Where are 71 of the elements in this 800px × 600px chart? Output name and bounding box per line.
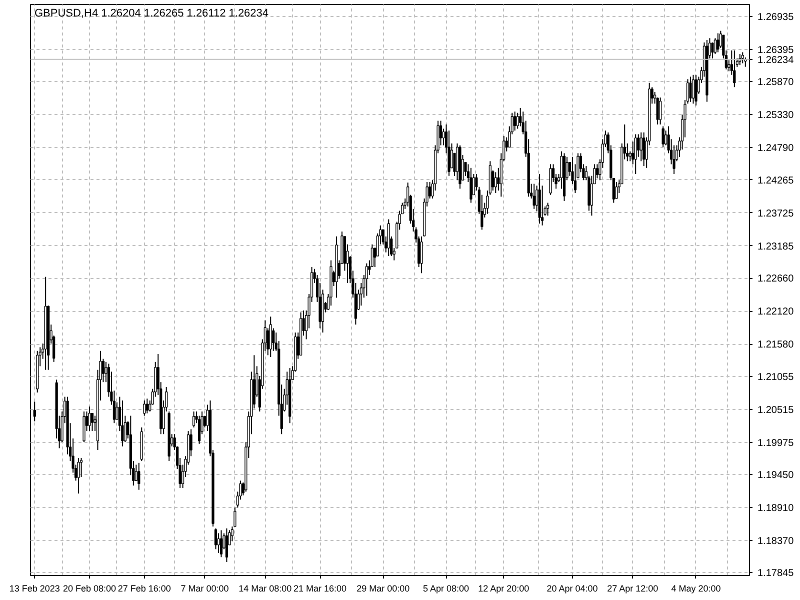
candlestick <box>694 74 698 106</box>
candlestick <box>642 132 646 167</box>
y-tick-label: 1.21580 <box>758 340 794 351</box>
y-tick-label: 1.20515 <box>758 404 794 416</box>
candlestick <box>615 181 618 200</box>
candlestick <box>516 112 519 130</box>
x-tick-label: 27 Feb 16:00 <box>118 584 171 594</box>
y-tick-label: 1.23185 <box>758 241 794 252</box>
candlestick <box>634 134 637 175</box>
candlestick <box>214 528 218 550</box>
y-tick-label: 1.22120 <box>758 306 794 318</box>
x-tick-label: 5 Apr 08:00 <box>422 584 470 594</box>
y-tick-label: 1.18910 <box>758 503 794 514</box>
y-tick-label: 1.18370 <box>758 536 794 548</box>
candlestick <box>514 111 516 132</box>
y-tick-label: 1.17845 <box>758 568 794 580</box>
candlestick <box>711 42 714 59</box>
x-tick-label: 20 Feb 08:00 <box>62 584 116 594</box>
candlestick <box>662 126 664 148</box>
chart-title: GBPUSD,H4 1.26204 1.26265 1.26112 1.26234 <box>34 8 269 20</box>
x-tick-label: 14 Mar 08:00 <box>238 584 292 594</box>
candlestick <box>146 398 148 414</box>
y-tick-label: 1.24790 <box>758 143 794 154</box>
x-tick-label: 4 May 20:00 <box>671 584 721 594</box>
y-tick-label: 1.19450 <box>758 470 794 482</box>
x-tick-label: 21 Mar 16:00 <box>294 584 347 594</box>
x-tick-label: 7 Mar 00:00 <box>180 584 229 594</box>
candlestick <box>121 400 124 447</box>
y-tick-label: 1.25870 <box>758 77 794 88</box>
candlestick <box>470 167 472 204</box>
y-tick-label: 1.19975 <box>758 438 794 449</box>
y-tick-label: 1.22660 <box>758 274 794 285</box>
candlestick <box>494 172 497 194</box>
candlestick <box>33 401 36 422</box>
y-tick-label: 1.23725 <box>758 208 794 220</box>
y-tick-label: 1.26395 <box>758 44 794 56</box>
candlestick <box>640 132 642 162</box>
candlestick <box>143 400 146 416</box>
x-tick-label: 13 Feb 2023 <box>9 584 60 594</box>
candlestick <box>198 415 201 444</box>
candlestick <box>637 134 640 158</box>
candlestick <box>716 32 720 53</box>
candlestick <box>365 262 368 296</box>
candlestick <box>217 532 220 554</box>
x-tick-label: 20 Apr 04:00 <box>546 584 598 594</box>
candlestick <box>428 181 432 200</box>
candlestick <box>134 464 138 482</box>
candlestick <box>88 406 91 432</box>
candlestick <box>192 410 196 428</box>
candlestick <box>733 50 736 88</box>
candlestick <box>741 52 744 64</box>
candlestick <box>420 236 423 274</box>
candlestick <box>225 528 228 563</box>
y-tick-label: 1.21055 <box>758 372 794 383</box>
candlestick <box>692 74 695 104</box>
candlestick <box>532 183 536 210</box>
candlestick <box>714 38 717 55</box>
ref-line-label: 1.26234 <box>758 54 794 66</box>
candlestick <box>546 202 550 216</box>
y-tick-label: 1.25330 <box>758 110 794 122</box>
x-tick-label: 12 Apr 20:00 <box>478 584 530 594</box>
y-tick-label: 1.24265 <box>758 175 794 186</box>
candlestick <box>138 462 140 490</box>
candlestick <box>272 328 275 352</box>
candlestick <box>77 457 80 494</box>
y-tick-label: 1.26935 <box>758 12 794 23</box>
candlestick <box>659 97 662 125</box>
x-tick-label: 27 Apr 12:00 <box>607 584 658 594</box>
x-tick-label: 29 Mar 00:00 <box>356 584 410 594</box>
candlestick <box>689 76 692 102</box>
candlestick <box>220 530 223 558</box>
